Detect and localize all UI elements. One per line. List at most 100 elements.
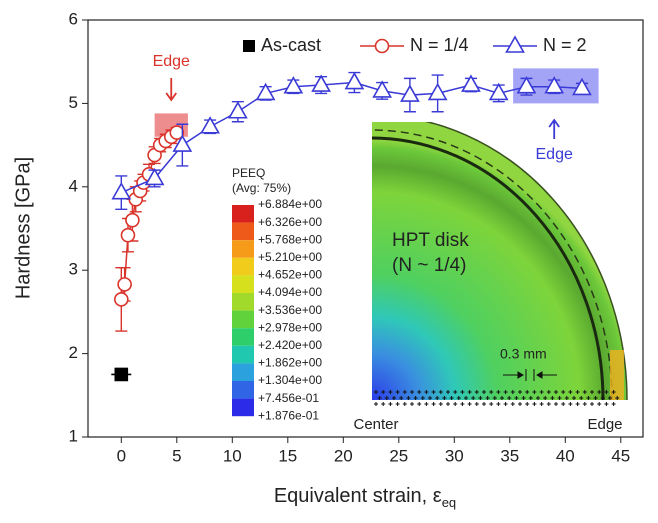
mesh-node [377,396,382,400]
mesh-node [464,396,468,400]
mesh-node [568,402,573,406]
colorbar-band [232,293,254,311]
mesh-node [482,390,486,394]
mesh-node [424,402,429,406]
scale-arrows [503,369,557,381]
colorbar-label: +3.536e+00 [258,303,322,317]
colorbar-label: +4.652e+00 [258,268,322,282]
colorbar-label: +1.304e+00 [258,373,322,387]
marker [372,80,393,98]
mesh-node [510,402,515,406]
center-label: Center [353,416,398,433]
y-tick-label: 1 [69,426,78,445]
mesh-node [388,402,393,406]
disk-edge-hot [610,350,624,400]
mesh-node [460,402,465,406]
mesh-node [435,396,440,400]
mesh-node [381,390,386,394]
mesh-node [507,396,512,400]
x-tick-label: 40 [556,446,575,465]
mesh-node [402,390,407,394]
mesh-node [500,396,504,400]
mesh-node [446,402,450,406]
disk-label: HPT disk [392,230,469,251]
mesh-node [575,402,580,406]
mesh-node [453,390,458,394]
legend-title: PEEQ [232,166,265,180]
mesh-node [503,402,508,406]
legend-subtitle: (Avg: 75%) [232,181,291,195]
colorbar-band [232,363,254,381]
colorbar-band [232,310,254,329]
mesh-node [543,396,548,400]
marker [400,84,420,102]
marker [344,71,365,90]
mesh-node [438,390,443,394]
mesh-node [525,402,530,406]
colorbar-label: +2.978e+00 [258,320,322,334]
mesh-node [546,402,551,406]
disk-ring [371,129,613,401]
mesh-node [482,402,486,406]
marker [200,116,220,134]
mesh-node [590,402,594,406]
marker [111,182,132,200]
mesh-node [575,390,580,394]
mesh-node [410,402,414,406]
colorbar-band [232,381,254,399]
mesh-node [536,396,540,400]
colorbar-label: +1.876e-01 [258,408,319,422]
marker [125,212,140,228]
mesh-node [564,396,569,400]
mesh-node [586,396,591,400]
mesh-node [561,402,566,406]
mesh-node [572,396,576,400]
mesh-node [384,396,389,400]
legend-marker [374,38,390,54]
colorbar-label: +4.094e+00 [258,285,322,299]
mesh-node [413,396,418,400]
x-axis-label-main: Equivalent strain, ε [274,485,442,507]
mesh-node [428,396,432,400]
colorbar-label: +6.884e+00 [258,197,322,211]
y-tick-label: 4 [69,176,78,195]
mesh-node [590,390,594,394]
mesh-node [424,390,429,394]
y-tick-label: 5 [69,93,78,112]
mesh-node [582,402,587,406]
colorbar-band [232,398,254,417]
marker [114,292,129,307]
mesh-node [568,390,573,394]
mesh-node [449,396,454,400]
mesh-node [525,390,530,394]
marker [169,125,185,140]
mesh-node [554,390,558,394]
mesh-node [615,396,620,400]
mesh-node [611,390,616,394]
marker [461,74,481,92]
mesh-node [608,396,612,400]
mesh-node [471,396,476,400]
marker [255,82,276,101]
mesh-node [442,396,447,400]
mesh-node [521,396,526,400]
edge-label: Edge [587,416,622,433]
mesh-node [406,396,411,400]
mesh-node [388,390,393,394]
x-tick-label: 0 [117,446,126,465]
x-tick-label: 5 [172,446,181,465]
marker [120,227,136,243]
marker [283,76,304,94]
colorbar-label: +1.862e+00 [258,356,322,370]
inset: PEEQ (Avg: 75%) HPT disk (N ~ 1/4) 0.3 m… [226,122,628,433]
mesh-node [395,390,400,394]
mesh-node [510,390,515,394]
legend-label: N = 1/4 [410,35,469,55]
y-tick-label: 6 [69,9,78,28]
mesh-node [399,396,404,400]
mesh-node [579,396,584,400]
colorbar-label: +5.768e+00 [258,232,322,246]
x-tick-label: 35 [500,446,519,465]
colorbar-band [232,257,254,276]
mesh-node [597,390,602,394]
